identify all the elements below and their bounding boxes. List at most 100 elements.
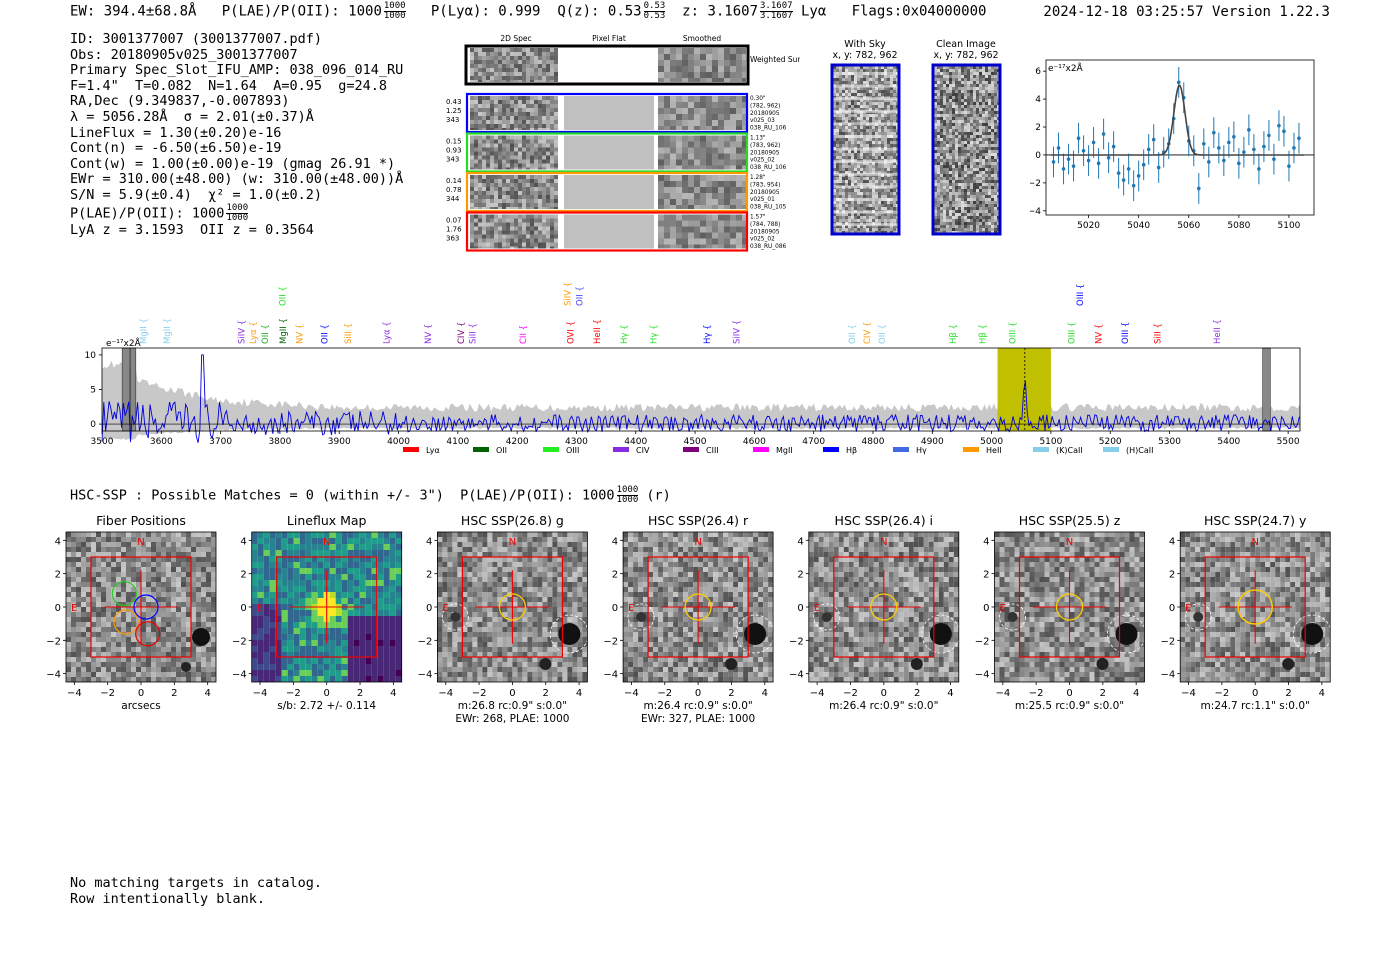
masked-region [121,347,131,432]
legend-swatch [753,447,769,452]
line-label: OVI { [567,321,577,344]
legend-swatch [613,447,629,452]
hsc-panel-5: HSC SSP(25.5) z N E −4 4 −2 2 0 0 2 −2 4 −4 m:25.5 rc… [975,513,1146,712]
cutout-header-2dspec: 2D Spec [500,34,531,43]
row-2-2dspec [470,175,558,209]
data-point [1232,135,1236,139]
row-3-left-label: 0.07 [446,217,462,225]
target-circle [684,593,712,621]
footer-line-1: No matching targets in catalog. [70,875,322,891]
fiber-circle [133,594,159,620]
hsc-xtick: −4 [995,688,1010,699]
row-3-2dspec [470,214,558,249]
hsc-ytick: 0 [426,603,432,614]
legend-label: CIV [636,446,650,455]
hsc-panel-title: HSC SSP(26.8) g [461,513,564,528]
sky-images: With Sky x, y: 782, 962 Clean Image x, y… [830,39,1002,236]
line-label-top: OIII { [1076,284,1086,306]
east-label: E [1185,603,1191,614]
hsc-xtick: −2 [286,688,301,699]
data-point [1176,80,1181,85]
hsc-ytick: −2 [603,636,618,647]
spectrum-xtick: 4000 [387,437,410,447]
error-band [102,360,1300,440]
line-label: Lyα { [249,321,259,344]
hsc-xtick: 2 [1100,688,1106,699]
hsc-xtick: 4 [576,688,582,699]
hsc-caption-2: EWr: 268, PLAE: 1000 [455,713,569,723]
hsc-panel-title: HSC SSP(25.5) z [1019,513,1121,528]
hsc-caption-1: m:26.4 rc:0.9" s:0.0" [829,700,938,712]
aperture-box [1018,556,1121,658]
hsc-xtick: −4 [1181,688,1196,699]
hsc-xtick: −2 [657,688,672,699]
fiber-circle [113,609,139,635]
info-obs: Obs: 20180905v025_3001377007 [70,46,298,63]
sky-stripe [833,109,898,113]
data-point [1247,128,1251,132]
line-fit-xtick: 5020 [1077,221,1100,231]
data-point [1282,129,1286,134]
row-3-right-label: (784, 788) [750,222,780,228]
row-3-left-label: 363 [446,235,459,243]
data-point [1196,186,1201,191]
row-2-left-label: 0.78 [446,186,462,194]
sky-stripe [833,135,898,138]
datetime: 2024-12-18 03:25:57 [1043,4,1204,20]
ew-value: EW: 394.4±68.8Å [70,3,197,20]
row-2-right-label: 038_RU_105 [750,205,787,211]
hsc-panel-title: Fiber Positions [96,513,186,528]
legend-swatch [1103,447,1119,452]
data-point [1111,144,1116,149]
hsc-panel-1: Lineflux Map N E −4 4 −2 2 0 0 2 −2 4 −4 s/b: 2.72 +/… [232,513,403,712]
row-3-right-label: 20180905 [750,229,780,235]
spectrum-xtick: 5500 [1277,437,1300,447]
line-label: Hβ { [949,324,959,344]
info-plae: P(LAE)/P(OII): 1000 1000 1000 [70,202,249,223]
line-label: SiIV { [733,320,743,344]
row-1-2dspec [470,135,558,170]
line-label: SiII { [1154,323,1164,344]
row-2-left-label: 0.14 [446,177,462,185]
hsc-ytick: −2 [789,636,804,647]
line-fit-xtick: 5040 [1127,221,1150,231]
with-sky-frame [830,63,901,236]
sky-stripe [833,172,898,176]
east-label: E [628,603,634,614]
weighted-2dspec [470,48,558,82]
sky-stripe [833,185,898,189]
north-label: N [694,537,701,548]
hsc-panel-title: HSC SSP(26.4) r [648,513,749,528]
info-contw: Cont(w) = 1.00(±0.00)e-19 (gmag 26.91 *) [70,155,396,172]
data-point [1056,146,1061,150]
data-point [1066,157,1071,161]
sky-stripe [833,122,898,126]
data-point [1141,162,1146,167]
row-3-frame [465,211,749,252]
fiber-circle [135,621,161,647]
full-spectrum-plot: MgII {MgII {SiIV {Lyα {OII {MgII {NV {OI… [85,282,1301,455]
aperture-box [1204,556,1306,658]
hsc-image-4 [808,532,959,682]
row-2-right-label: 1.28" [750,175,766,181]
data-point [1212,130,1216,135]
east-label: E [1000,603,1006,614]
data-point [1121,178,1126,182]
hsc-xtick: −2 [472,688,487,699]
data-point [1101,132,1106,136]
hsc-caption-1: s/b: 2.72 +/- 0.114 [277,700,376,712]
legend-label: OIII [566,446,579,455]
hsc-cutout-panels: Fiber Positions N E −4 4 −2 2 0 0 2 −2 4 −4 arcsecs Li… [46,513,1332,723]
data-point [1126,167,1131,171]
row-1-frame [465,132,749,173]
spectrum-xtick: 3800 [268,437,291,447]
target-circle [498,593,527,621]
hsc-xtick: 4 [1133,688,1139,699]
cutout-header-smoothed: Smoothed [683,34,722,43]
hsc-ytick: 4 [983,536,989,547]
data-point [1277,123,1281,128]
line-label: CIV { [457,322,467,344]
data-point [1201,141,1206,146]
clean-image-coords: x, y: 782, 962 [933,50,998,61]
z-fraction: 3.1607 3.1607 [760,1,793,21]
